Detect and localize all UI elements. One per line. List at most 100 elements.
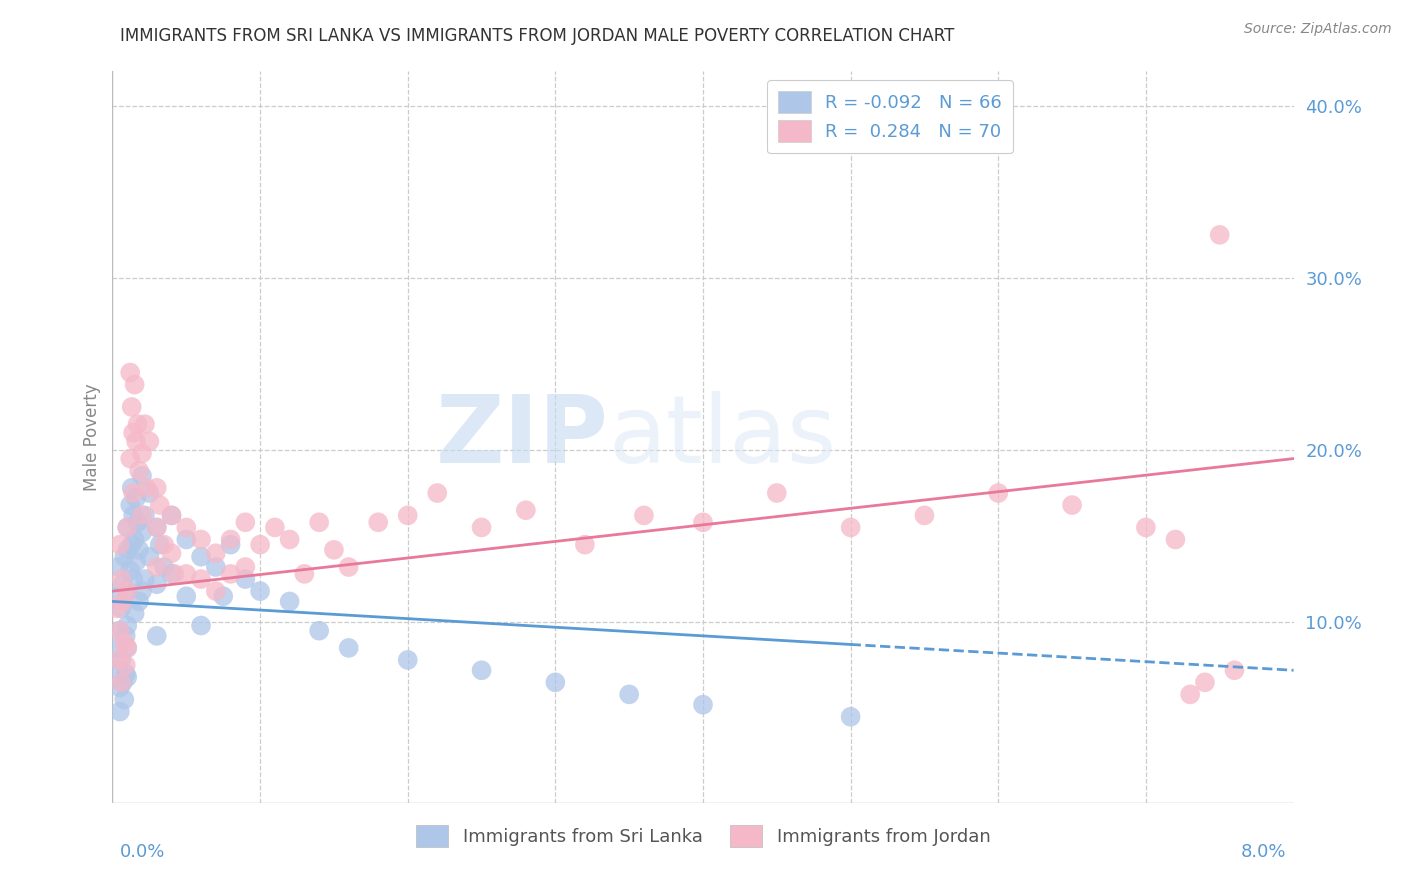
Point: [1208, 227, 1232, 242]
Point: [122, 425, 145, 440]
Point: [131, 508, 153, 523]
Point: [105, 589, 128, 603]
Point: [124, 533, 146, 547]
Point: [219, 566, 242, 581]
Point: [117, 584, 138, 599]
Text: 0.0%: 0.0%: [120, 843, 165, 861]
Point: [174, 589, 197, 603]
Point: [692, 516, 714, 530]
Point: [122, 572, 145, 586]
Point: [108, 681, 131, 695]
Legend: Immigrants from Sri Lanka, Immigrants from Jordan: Immigrants from Sri Lanka, Immigrants fr…: [406, 816, 1000, 856]
Point: [127, 417, 149, 432]
Point: [146, 560, 169, 574]
Point: [121, 538, 143, 552]
Point: [131, 446, 153, 460]
Point: [574, 538, 596, 552]
Point: [1164, 533, 1187, 547]
Point: [146, 577, 169, 591]
Point: [107, 653, 129, 667]
Text: ZIP: ZIP: [436, 391, 609, 483]
Point: [108, 538, 131, 552]
Point: [122, 486, 145, 500]
Point: [105, 601, 128, 615]
Point: [160, 508, 183, 523]
Point: [190, 618, 212, 632]
Point: [117, 670, 138, 684]
Point: [249, 538, 271, 552]
Point: [108, 624, 131, 638]
Point: [117, 640, 138, 655]
Point: [122, 508, 145, 523]
Point: [134, 508, 156, 523]
Point: [515, 503, 537, 517]
Point: [110, 653, 132, 667]
Point: [233, 560, 256, 574]
Point: [205, 546, 228, 560]
Point: [128, 542, 150, 557]
Point: [107, 560, 129, 574]
Point: [619, 687, 641, 701]
Point: [146, 520, 169, 534]
Point: [190, 572, 212, 586]
Point: [125, 491, 148, 505]
Point: [190, 533, 212, 547]
Point: [149, 538, 172, 552]
Point: [233, 572, 256, 586]
Point: [205, 584, 228, 599]
Point: [138, 434, 160, 449]
Point: [107, 663, 129, 677]
Point: [153, 538, 176, 552]
Point: [117, 520, 138, 534]
Point: [308, 624, 330, 638]
Point: [233, 516, 256, 530]
Point: [111, 594, 134, 608]
Point: [396, 653, 419, 667]
Point: [105, 640, 128, 655]
Point: [112, 692, 135, 706]
Point: [108, 705, 131, 719]
Point: [127, 516, 149, 530]
Point: [160, 566, 183, 581]
Point: [264, 520, 287, 534]
Point: [131, 468, 153, 483]
Point: [112, 636, 135, 650]
Point: [135, 481, 157, 495]
Point: [174, 520, 197, 534]
Point: [114, 666, 136, 681]
Point: [125, 555, 148, 569]
Point: [146, 481, 169, 495]
Point: [337, 560, 360, 574]
Point: [117, 542, 138, 557]
Point: [117, 520, 138, 534]
Point: [367, 516, 389, 530]
Point: [396, 508, 419, 523]
Point: [219, 533, 242, 547]
Point: [108, 624, 131, 638]
Text: Source: ZipAtlas.com: Source: ZipAtlas.com: [1244, 22, 1392, 37]
Y-axis label: Male Poverty: Male Poverty: [83, 384, 101, 491]
Point: [1223, 663, 1246, 677]
Point: [138, 486, 160, 500]
Point: [426, 486, 449, 500]
Point: [1062, 498, 1084, 512]
Point: [110, 601, 132, 615]
Point: [131, 525, 153, 540]
Point: [471, 663, 494, 677]
Point: [212, 589, 235, 603]
Point: [544, 675, 567, 690]
Point: [112, 549, 135, 564]
Point: [160, 546, 183, 560]
Point: [146, 629, 169, 643]
Point: [839, 520, 862, 534]
Point: [114, 658, 136, 673]
Point: [692, 698, 714, 712]
Point: [134, 572, 156, 586]
Point: [125, 434, 148, 449]
Point: [1135, 520, 1157, 534]
Point: [205, 560, 228, 574]
Text: 8.0%: 8.0%: [1241, 843, 1286, 861]
Text: atlas: atlas: [609, 391, 837, 483]
Point: [134, 417, 156, 432]
Point: [124, 607, 146, 621]
